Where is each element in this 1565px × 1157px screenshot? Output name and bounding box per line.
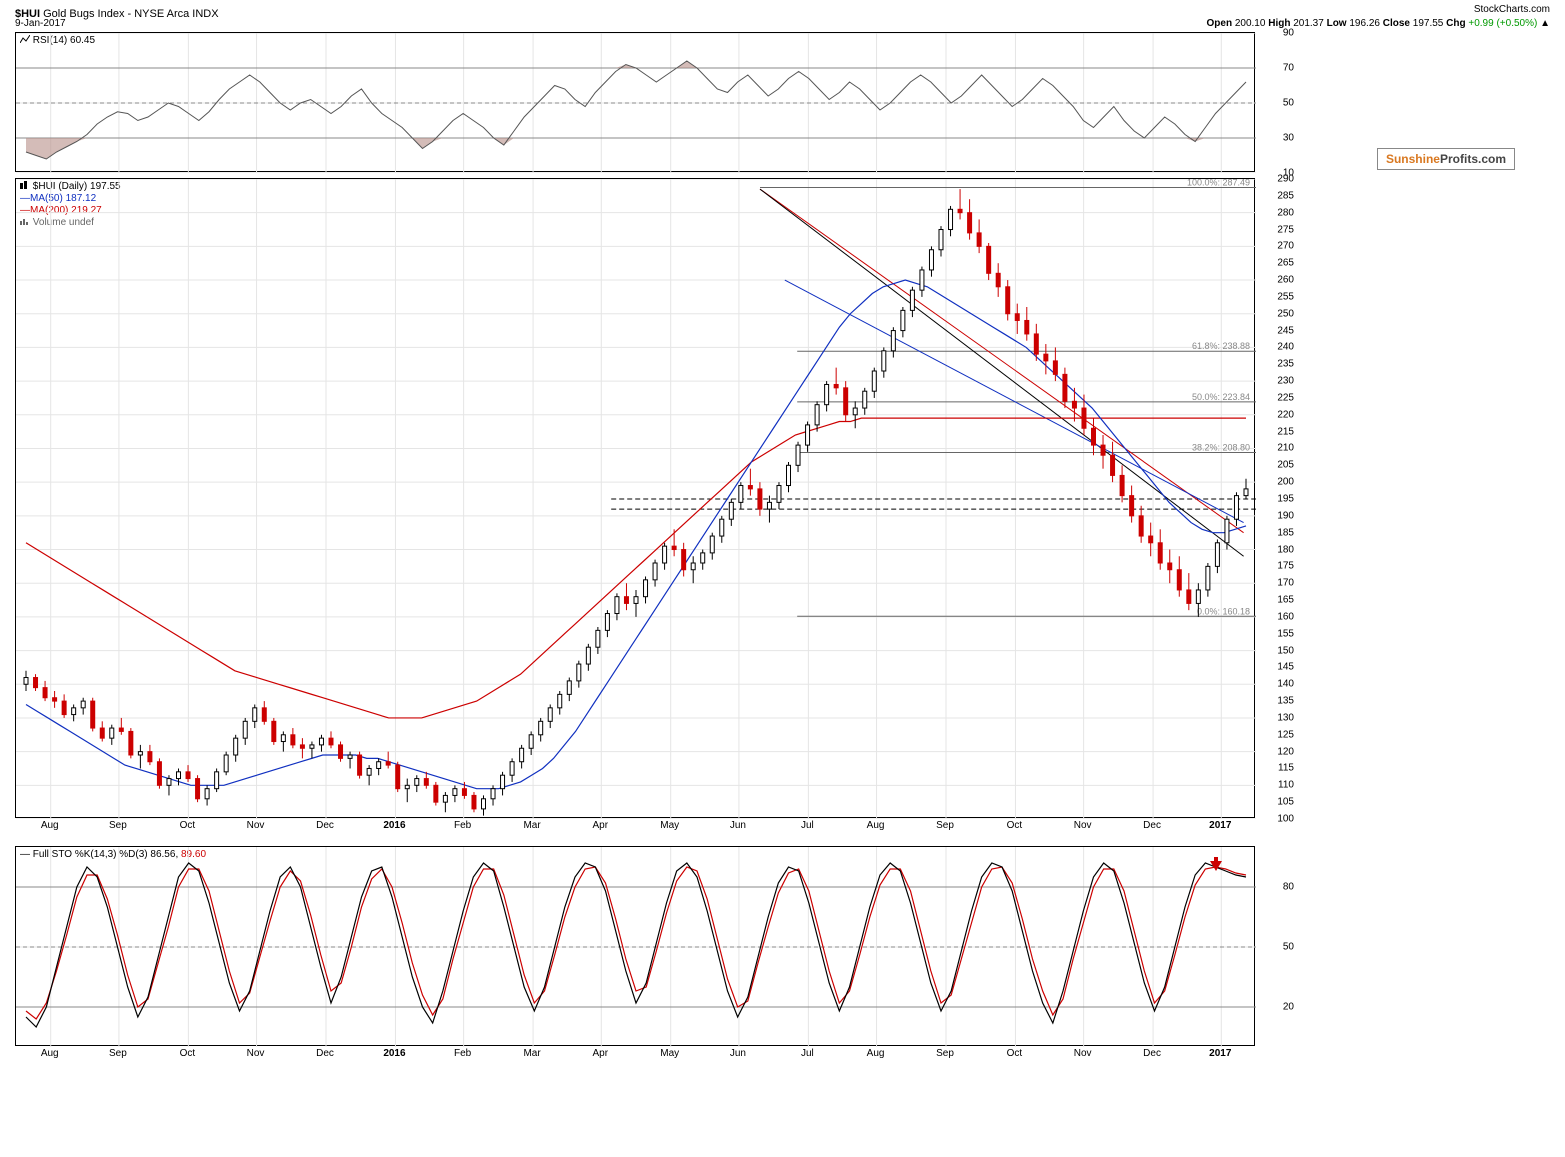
svg-text:0.0%: 160.18: 0.0%: 160.18 [1197, 606, 1250, 616]
svg-text:61.8%: 238.88: 61.8%: 238.88 [1192, 341, 1250, 351]
price-plot: 100.0%: 287.49 61.8%: 238.88 50.0%: 223.84… [16, 179, 1256, 819]
xaxis-sto: AugSepOctNovDec2016FebMarAprMayJunJulAug… [15, 1048, 1255, 1064]
price-yaxis: 1001051101151201251301351401451501551601… [1256, 179, 1294, 817]
rsi-panel: RSI(14) 60.45 1030507090 [15, 32, 1255, 172]
chg-value: +0.99 (+0.50%) [1468, 18, 1537, 29]
rsi-plot [16, 33, 1256, 173]
svg-text:38.2%: 208.80: 38.2%: 208.80 [1192, 443, 1250, 453]
chart-container: $HUI Gold Bugs Index - NYSE Arca INDX St… [0, 0, 1565, 1157]
price-panel: $HUI (Daily) 197.55 —MA(50) 187.12 —MA(2… [15, 178, 1255, 818]
rsi-yaxis: 1030507090 [1256, 33, 1294, 171]
sto-yaxis: 205080 [1256, 847, 1294, 1045]
chart-source: StockCharts.com [1474, 4, 1550, 15]
sto-plot [16, 847, 1256, 1047]
chart-date: 9-Jan-2017 [15, 18, 66, 29]
svg-text:100.0%: 287.49: 100.0%: 287.49 [1187, 179, 1250, 187]
svg-text:50.0%: 223.84: 50.0%: 223.84 [1192, 392, 1250, 402]
sell-arrow-icon [1210, 861, 1222, 871]
sto-panel: — Full STO %K(14,3) %D(3) 86.56, 89.60 2… [15, 846, 1255, 1046]
ohlc-bar: Open 200.10 High 201.37 Low 196.26 Close… [1207, 18, 1551, 29]
watermark: SunshineProfits.com [1377, 148, 1515, 170]
xaxis-price: AugSepOctNovDec2016FebMarAprMayJunJulAug… [15, 820, 1255, 836]
